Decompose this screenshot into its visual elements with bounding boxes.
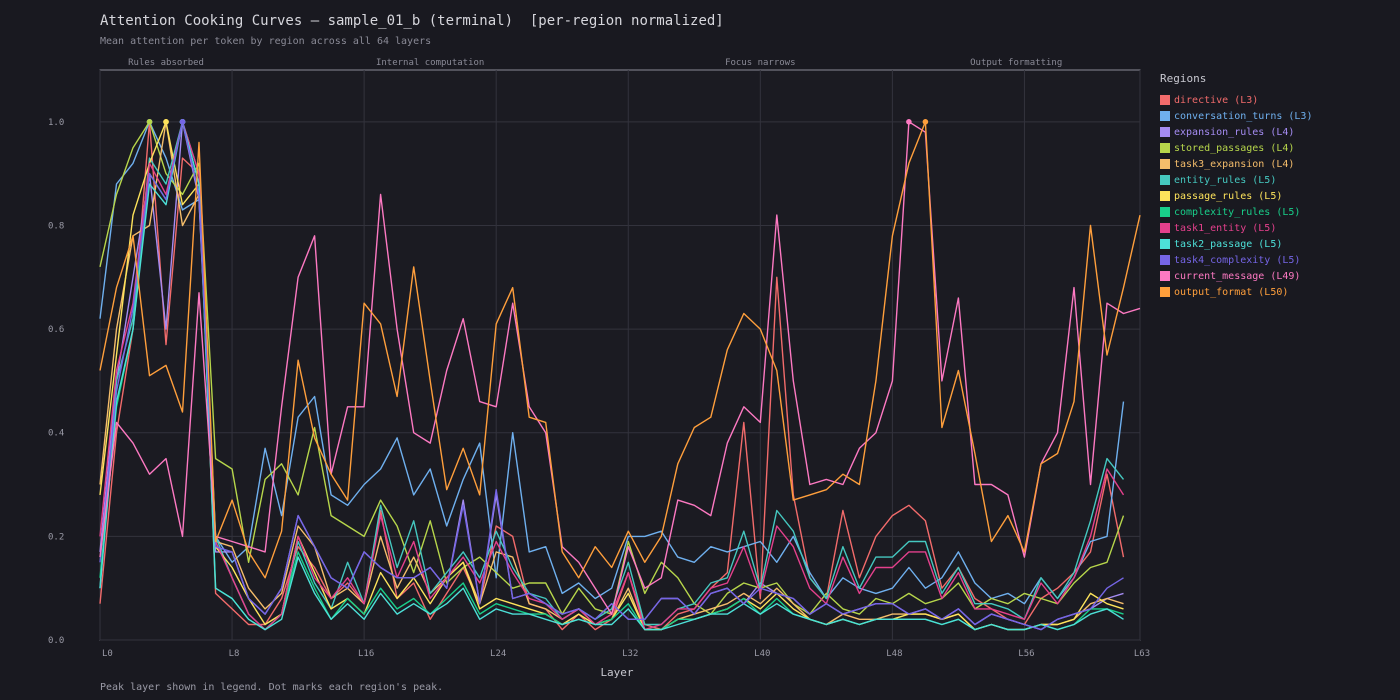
phase-labels: Rules absorbed Internal computation Focus … xyxy=(128,58,1062,68)
y-tick-label: 1.0 xyxy=(48,118,64,128)
legend-items: directive (L3) conversation_turns (L3) exp… xyxy=(1160,92,1312,300)
y-tick-label: 0.2 xyxy=(48,532,64,542)
footnote: Peak layer shown in legend. Dot marks ea… xyxy=(100,682,444,693)
chart-title: Attention Cooking Curves — sample_01_b (… xyxy=(100,13,724,29)
legend-item: task3_expansion (L4) xyxy=(1160,156,1312,172)
legend-swatch xyxy=(1160,127,1170,137)
legend-swatch xyxy=(1160,239,1170,249)
y-tick-label: 0.4 xyxy=(48,429,64,439)
phase-label: Output formatting xyxy=(970,58,1062,68)
y-tick-label: 0.6 xyxy=(48,325,64,335)
legend-swatch xyxy=(1160,143,1170,153)
peak-markers xyxy=(146,119,929,125)
legend-item: task1_entity (L5) xyxy=(1160,220,1312,236)
legend-item: expansion_rules (L4) xyxy=(1160,124,1312,140)
y-axis: 0.0 0.2 0.4 0.6 0.8 1.0 xyxy=(48,118,64,646)
legend-swatch xyxy=(1160,159,1170,169)
peak-dot xyxy=(146,119,153,125)
series-lines xyxy=(99,121,1141,631)
x-tick-label: L8 xyxy=(229,649,240,659)
legend-swatch xyxy=(1160,271,1170,281)
legend-label: directive (L3) xyxy=(1174,94,1259,106)
legend-label: current_message (L49) xyxy=(1174,270,1301,282)
x-tick-label: L16 xyxy=(358,649,374,659)
legend-label: output_format (L50) xyxy=(1174,286,1289,298)
legend-item: current_message (L49) xyxy=(1160,268,1312,284)
phase-label: Rules absorbed xyxy=(128,58,204,68)
x-tick-label: L32 xyxy=(622,649,638,659)
legend-label: task3_expansion (L4) xyxy=(1174,158,1295,170)
series-line xyxy=(99,121,1141,579)
legend-label: entity_rules (L5) xyxy=(1174,174,1277,186)
legend-item: passage_rules (L5) xyxy=(1160,188,1312,204)
peak-dot xyxy=(163,119,169,125)
legend-swatch xyxy=(1160,111,1170,121)
series-line xyxy=(99,121,1124,631)
series-line xyxy=(99,121,1125,605)
y-tick-label: 0.8 xyxy=(48,221,64,231)
peak-dot xyxy=(179,119,186,125)
legend-item: task4_complexity (L5) xyxy=(1160,252,1312,268)
legend-swatch xyxy=(1160,207,1170,217)
legend-item: conversation_turns (L3) xyxy=(1160,108,1312,124)
legend-swatch xyxy=(1160,255,1170,265)
x-axis: L0 L8 L16 L24 L32 L40 L48 L56 L63 xyxy=(102,649,1150,659)
phase-label: Internal computation xyxy=(376,58,484,68)
x-tick-label: L24 xyxy=(490,649,506,659)
legend-swatch xyxy=(1160,95,1170,105)
chart-subtitle: Mean attention per token by region acros… xyxy=(100,36,432,47)
legend-swatch xyxy=(1160,223,1170,233)
legend-item: complexity_rules (L5) xyxy=(1160,204,1312,220)
legend-swatch xyxy=(1160,191,1170,201)
peak-dot xyxy=(906,119,912,125)
legend-item: task2_passage (L5) xyxy=(1160,236,1312,252)
grid-lines xyxy=(99,70,1141,641)
plot-area xyxy=(99,69,1141,641)
x-tick-label: L56 xyxy=(1018,649,1034,659)
series-line xyxy=(99,121,1124,631)
series-line xyxy=(99,121,1141,615)
phase-label: Focus narrows xyxy=(725,58,795,68)
legend-label: conversation_turns (L3) xyxy=(1174,110,1313,122)
legend-label: task4_complexity (L5) xyxy=(1174,254,1301,266)
legend-item: stored_passages (L4) xyxy=(1160,140,1312,156)
legend-item: entity_rules (L5) xyxy=(1160,172,1312,188)
line-chart: Rules absorbed Internal computation Focus … xyxy=(48,58,1150,679)
x-tick-label: L40 xyxy=(754,649,770,659)
x-tick-label: L63 xyxy=(1134,649,1150,659)
x-tick-label: L0 xyxy=(102,649,113,659)
x-axis-label: Layer xyxy=(600,666,633,679)
y-tick-label: 0.0 xyxy=(48,636,64,646)
legend-label: passage_rules (L5) xyxy=(1174,190,1283,202)
x-tick-label: L48 xyxy=(886,649,902,659)
legend-swatch xyxy=(1160,287,1170,297)
legend-swatch xyxy=(1160,175,1170,185)
legend-item: directive (L3) xyxy=(1160,92,1312,108)
legend-label: stored_passages (L4) xyxy=(1174,142,1295,154)
legend-label: complexity_rules (L5) xyxy=(1174,206,1301,218)
legend-label: task2_passage (L5) xyxy=(1174,238,1283,250)
peak-dot xyxy=(922,119,929,125)
legend-label: expansion_rules (L4) xyxy=(1174,126,1295,138)
legend: Regions directive (L3) conversation_turns… xyxy=(1160,72,1312,300)
legend-label: task1_entity (L5) xyxy=(1174,222,1277,234)
legend-title: Regions xyxy=(1160,72,1207,85)
legend-item: output_format (L50) xyxy=(1160,284,1312,300)
